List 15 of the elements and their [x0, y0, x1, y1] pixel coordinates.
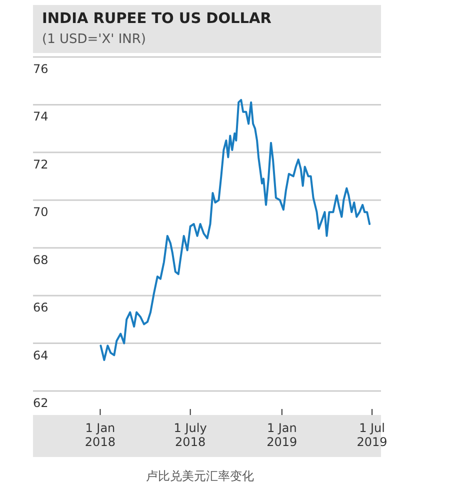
y-tick-label: 70	[33, 205, 48, 220]
y-tick-label: 62	[33, 396, 48, 410]
text: 卢比兑美元汇率变化	[146, 469, 254, 483]
y-tick-label: 66	[33, 300, 48, 315]
y-tick-label: 76	[33, 62, 48, 76]
y-tick-label: 68	[33, 252, 48, 267]
x-tick-label: 1 Jan 2019	[266, 421, 298, 449]
x-tick-label: 1 Jan 2018	[84, 421, 116, 449]
y-tick-label: 64	[33, 348, 48, 362]
chart-title: INDIA RUPEE TO US DOLLAR	[42, 11, 272, 27]
x-tick-label: 1 July 2018	[174, 421, 207, 449]
y-tick-label: 74	[33, 110, 48, 124]
y-tick-label: 72	[33, 157, 48, 172]
chart-subtitle: (1 USD='X' INR)	[42, 32, 146, 47]
x-tick-label: 1 Jul 2019	[356, 421, 388, 449]
